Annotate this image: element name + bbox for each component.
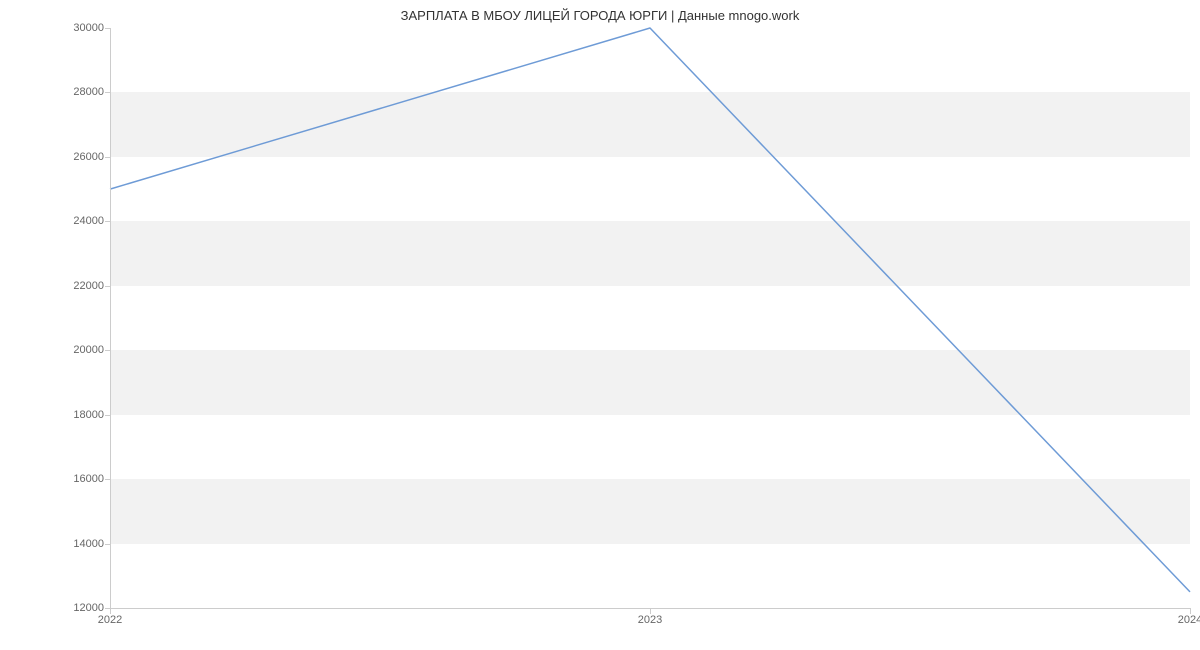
y-tick-label: 24000 — [24, 215, 104, 227]
y-tick-mark — [105, 415, 110, 416]
x-tick-label: 2023 — [638, 614, 662, 626]
line-series — [110, 28, 1190, 608]
y-axis-line — [110, 28, 111, 608]
y-tick-mark — [105, 92, 110, 93]
x-tick-label: 2024 — [1178, 614, 1200, 626]
chart-title: ЗАРПЛАТА В МБОУ ЛИЦЕЙ ГОРОДА ЮРГИ | Данн… — [0, 8, 1200, 23]
y-tick-label: 18000 — [24, 409, 104, 421]
y-tick-label: 12000 — [24, 602, 104, 614]
y-tick-mark — [105, 157, 110, 158]
y-tick-mark — [105, 286, 110, 287]
y-tick-label: 16000 — [24, 473, 104, 485]
y-tick-label: 14000 — [24, 538, 104, 550]
y-tick-label: 20000 — [24, 344, 104, 356]
y-tick-mark — [105, 350, 110, 351]
salary-line — [110, 28, 1190, 592]
y-tick-label: 28000 — [24, 86, 104, 98]
y-tick-mark — [105, 28, 110, 29]
salary-line-chart: ЗАРПЛАТА В МБОУ ЛИЦЕЙ ГОРОДА ЮРГИ | Данн… — [0, 0, 1200, 650]
y-tick-mark — [105, 221, 110, 222]
x-tick-mark — [650, 608, 651, 614]
y-tick-label: 26000 — [24, 151, 104, 163]
y-tick-label: 30000 — [24, 22, 104, 34]
x-tick-mark — [1190, 608, 1191, 614]
y-tick-mark — [105, 479, 110, 480]
x-tick-label: 2022 — [98, 614, 122, 626]
y-tick-label: 22000 — [24, 280, 104, 292]
plot-area — [110, 28, 1190, 608]
y-tick-mark — [105, 544, 110, 545]
x-tick-mark — [110, 608, 111, 614]
